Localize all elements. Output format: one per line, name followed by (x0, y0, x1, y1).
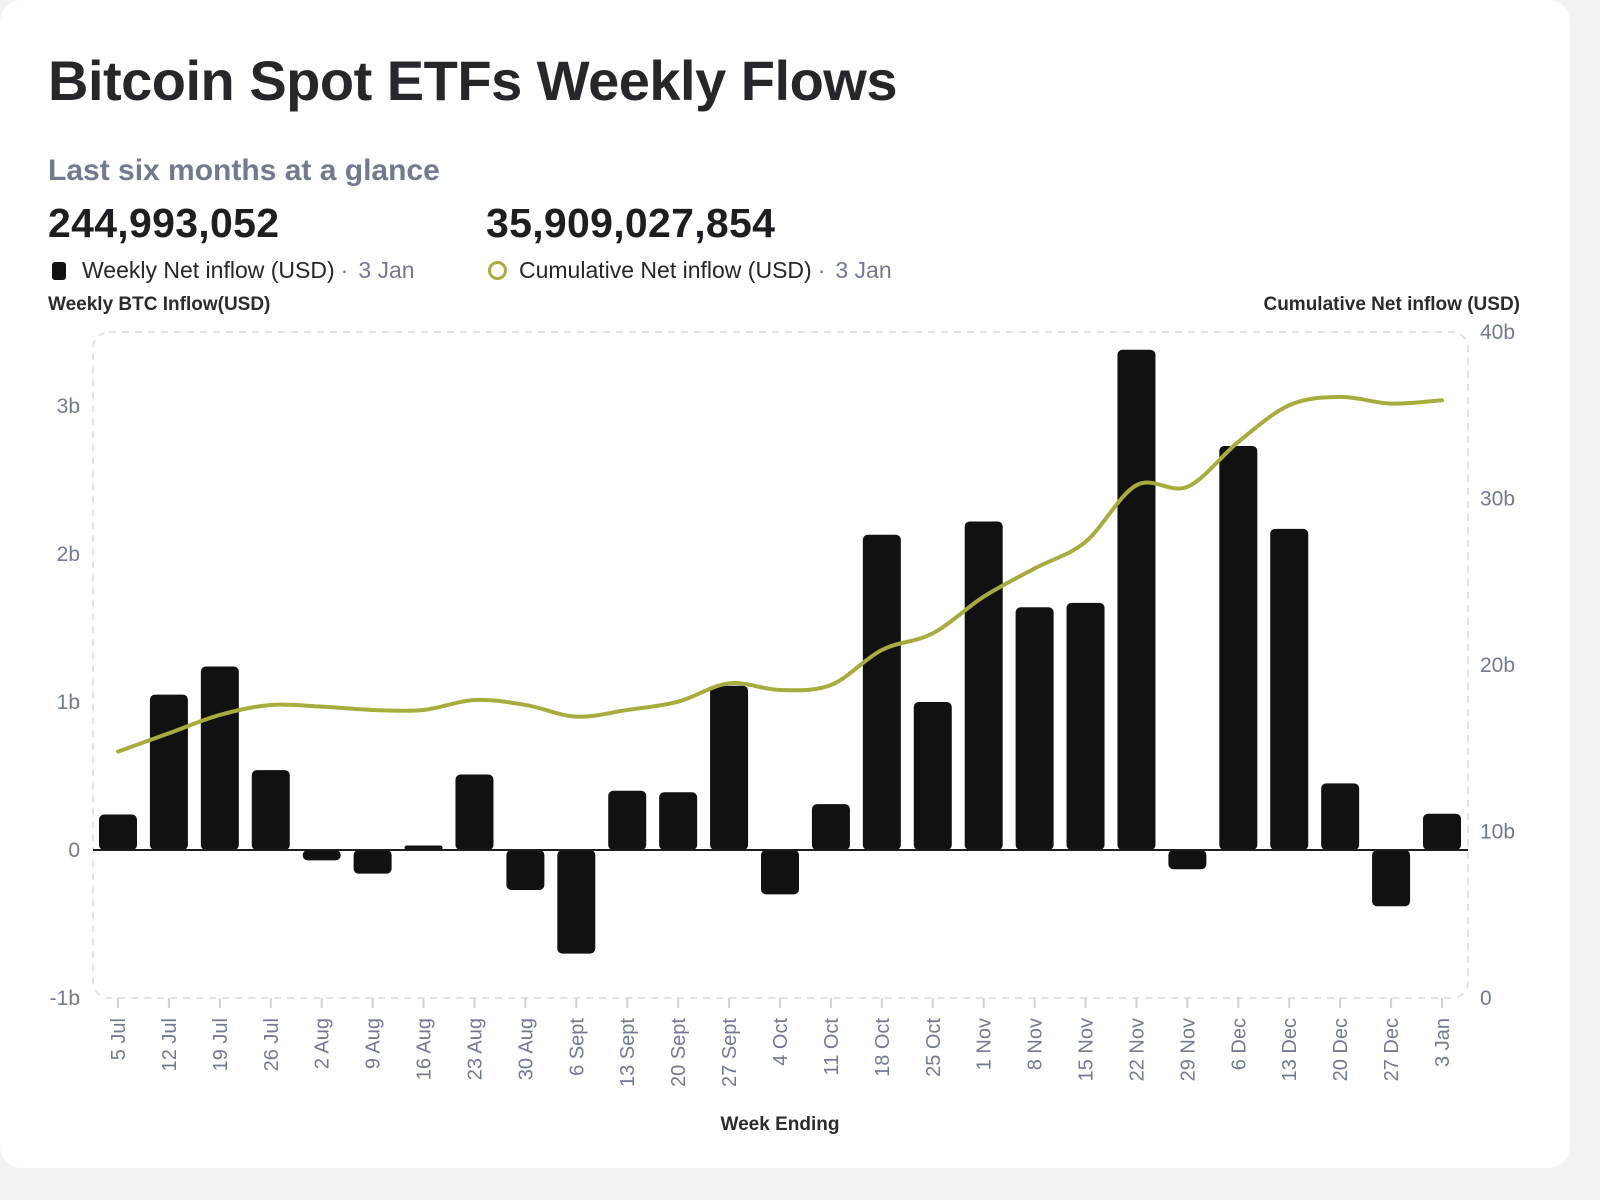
x-tick-label: 22 Nov (1126, 1018, 1148, 1081)
legend-cumulative-label: Cumulative Net inflow (USD) (519, 257, 812, 283)
kpi-cumulative-value: 35,909,027,854 (486, 200, 776, 246)
y-axis-title: Weekly BTC Inflow(USD) (48, 294, 271, 315)
x-tick-label: 27 Sept (719, 1018, 741, 1087)
bar-16-aug[interactable] (404, 845, 443, 850)
y2-tick-label: 30b (1480, 488, 1515, 511)
bar-2-aug[interactable] (302, 850, 341, 861)
bar-18-oct[interactable] (862, 534, 901, 850)
y2-tick-label: 10b (1480, 821, 1515, 844)
bar-swatch-icon (52, 261, 66, 280)
legend-cumulative[interactable]: Cumulative Net inflow (USD) · 3 Jan (486, 257, 892, 284)
x-tick-label: 29 Nov (1177, 1018, 1199, 1081)
x-tick-label: 5 Jul (108, 1018, 130, 1060)
x-tick-label: 6 Dec (1228, 1018, 1250, 1070)
x-tick-label: 15 Nov (1076, 1018, 1098, 1081)
bar-13-sept[interactable] (608, 790, 647, 850)
bar-20-dec[interactable] (1321, 783, 1360, 850)
line-swatch-icon (488, 261, 507, 280)
bar-6-dec[interactable] (1219, 445, 1258, 850)
bar-20-sept[interactable] (659, 792, 698, 850)
x-tick-label: 30 Aug (515, 1018, 537, 1080)
chart-card: Bitcoin Spot ETFs Weekly Flows Last six … (0, 0, 1570, 1168)
plot-area-border (92, 331, 1469, 999)
kpi-cumulative: 35,909,027,854 Cumulative Net inflow (US… (486, 200, 892, 284)
bar-29-nov[interactable] (1168, 850, 1207, 870)
bar-11-oct[interactable] (811, 804, 850, 850)
bar-22-nov[interactable] (1117, 349, 1156, 850)
bar-27-dec[interactable] (1372, 850, 1411, 907)
x-tick-label: 13 Sept (617, 1018, 639, 1087)
bar-25-oct[interactable] (913, 702, 952, 850)
x-tick-label: 2 Aug (312, 1018, 334, 1069)
x-tick-label: 11 Oct (821, 1018, 843, 1076)
bar-30-aug[interactable] (506, 850, 545, 890)
y-tick-label: 3b (57, 395, 80, 418)
x-tick-label: 9 Aug (363, 1018, 385, 1069)
x-tick-label: 3 Jan (1432, 1018, 1454, 1067)
bar-15-nov[interactable] (1066, 602, 1105, 850)
y2-tick-label: 0 (1480, 987, 1492, 1010)
y2-tick-label: 20b (1480, 654, 1515, 677)
x-tick-label: 18 Oct (872, 1018, 894, 1077)
x-tick-label: 27 Dec (1381, 1018, 1403, 1081)
x-tick-label: 25 Oct (923, 1018, 945, 1077)
legend-cumulative-date: 3 Jan (835, 257, 892, 283)
y-tick-label: -1b (50, 987, 80, 1010)
x-tick-label: 16 Aug (414, 1018, 436, 1080)
x-tick-label: 20 Sept (668, 1018, 690, 1087)
x-axis-title: Week Ending (721, 1114, 840, 1135)
legend-separator: · (340, 257, 349, 283)
x-tick-label: 26 Jul (261, 1018, 283, 1071)
legend-separator: · (817, 257, 826, 283)
bar-19-jul[interactable] (200, 666, 239, 850)
bar-3-jan[interactable] (1423, 813, 1461, 850)
kpi-weekly: 244,993,052 Weekly Net inflow (USD) · 3 … (48, 200, 415, 284)
y2-tick-label: 40b (1480, 321, 1515, 344)
bar-1-nov[interactable] (964, 521, 1003, 850)
bar-13-dec[interactable] (1270, 528, 1309, 850)
bar-9-aug[interactable] (353, 850, 392, 874)
bar-12-jul[interactable] (149, 694, 188, 850)
x-tick-label: 12 Jul (159, 1018, 181, 1071)
cumulative-line (116, 394, 1444, 754)
y-tick-label: 0 (68, 839, 80, 862)
bar-4-oct[interactable] (761, 850, 799, 895)
x-tick-label: 6 Sept (566, 1018, 588, 1076)
bar-5-jul[interactable] (99, 814, 137, 850)
y-tick-label: 2b (57, 543, 80, 566)
bar-27-sept[interactable] (710, 685, 749, 850)
x-tick-label: 23 Aug (464, 1018, 486, 1080)
x-tick-label: 13 Dec (1279, 1018, 1301, 1081)
x-tick-label: 19 Jul (210, 1018, 232, 1071)
bar-26-jul[interactable] (251, 770, 290, 850)
legend-weekly-label: Weekly Net inflow (USD) (82, 257, 335, 283)
kpi-weekly-value: 244,993,052 (48, 200, 280, 246)
legend-weekly-date: 3 Jan (358, 257, 415, 283)
y-tick-label: 1b (57, 691, 80, 714)
x-tick-label: 20 Dec (1330, 1018, 1352, 1081)
legend-weekly[interactable]: Weekly Net inflow (USD) · 3 Jan (48, 257, 415, 284)
chart-title: Bitcoin Spot ETFs Weekly Flows (48, 49, 897, 112)
bar-8-nov[interactable] (1015, 607, 1054, 850)
chart-subtitle: Last six months at a glance (48, 154, 440, 187)
bar-23-aug[interactable] (455, 774, 494, 850)
x-tick-label: 8 Nov (1025, 1018, 1047, 1070)
bar-6-sept[interactable] (557, 850, 596, 954)
y2-axis-title: Cumulative Net inflow (USD) (1263, 294, 1520, 315)
x-tick-label: 4 Oct (770, 1018, 792, 1066)
x-tick-label: 1 Nov (974, 1018, 996, 1070)
